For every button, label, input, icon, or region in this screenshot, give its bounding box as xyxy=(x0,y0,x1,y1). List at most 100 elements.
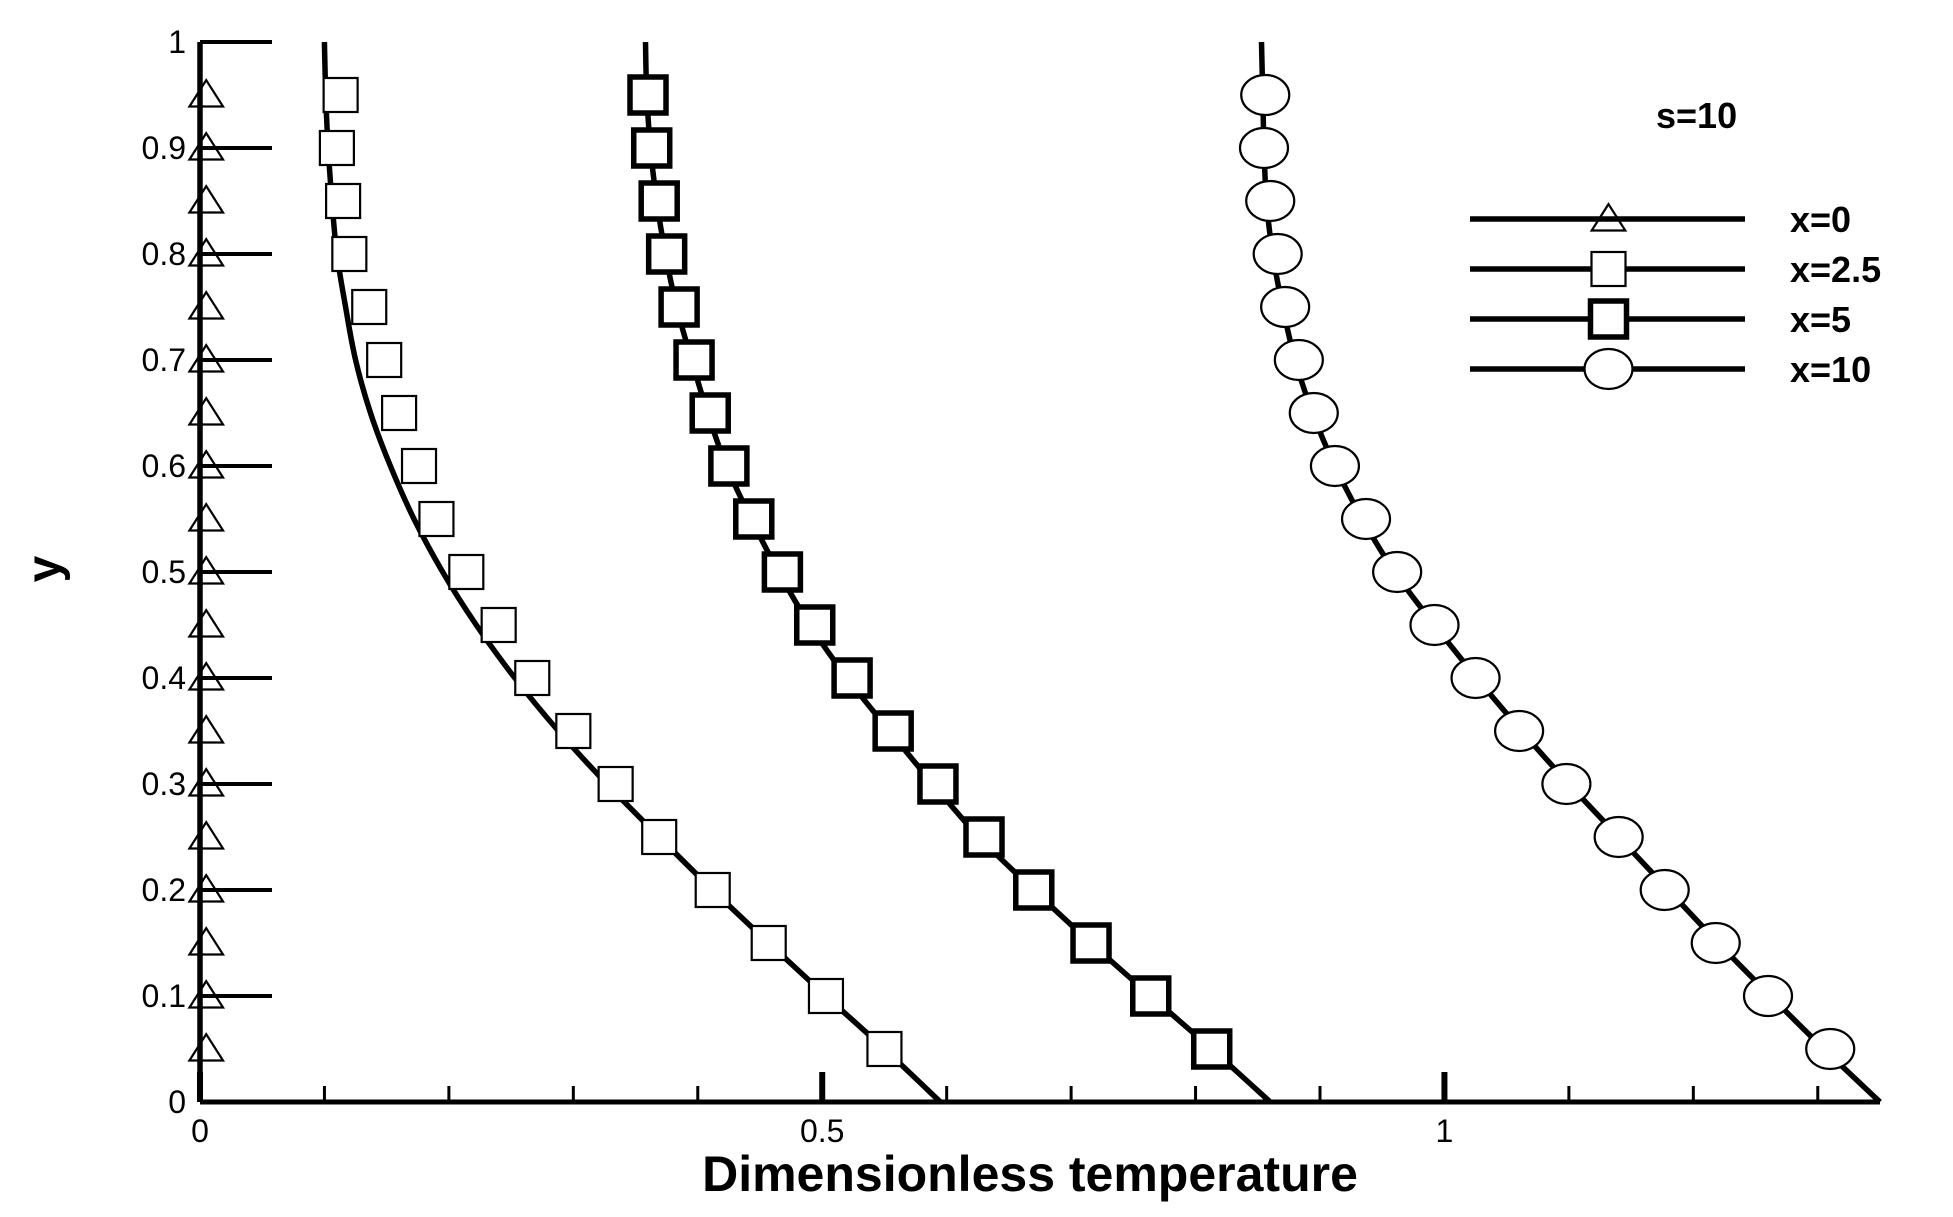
data-point xyxy=(597,765,634,803)
data-point xyxy=(514,659,551,697)
data-point xyxy=(658,286,700,328)
data-point xyxy=(1494,709,1545,753)
legend-marker xyxy=(1590,250,1627,288)
data-point xyxy=(1372,550,1423,594)
data-point xyxy=(1805,1027,1856,1071)
y-tick-label: 0.6 xyxy=(142,448,186,484)
data-point xyxy=(1013,869,1055,911)
y-tick-label: 0.7 xyxy=(142,342,186,378)
data-point xyxy=(708,445,750,487)
series-line xyxy=(1258,41,1882,1102)
y-tick-label: 0.9 xyxy=(142,130,186,166)
series-x-2-5 xyxy=(318,41,943,1102)
data-point xyxy=(1690,921,1741,965)
x-tick-label: 0.5 xyxy=(800,1113,844,1149)
series-line xyxy=(321,41,943,1102)
data-point xyxy=(187,1032,226,1062)
data-point xyxy=(641,818,678,856)
data-point xyxy=(1288,391,1339,435)
data-point xyxy=(187,820,226,850)
legend-label: x=5 xyxy=(1790,299,1851,340)
data-point xyxy=(627,74,669,116)
data-point xyxy=(750,924,787,962)
data-point xyxy=(1409,603,1460,647)
data-point xyxy=(187,78,226,108)
data-point xyxy=(1070,922,1112,964)
data-point xyxy=(866,1030,903,1068)
data-point xyxy=(187,290,226,320)
data-point xyxy=(831,657,873,699)
data-point xyxy=(1240,73,1291,117)
data-point xyxy=(1238,126,1290,170)
data-point xyxy=(322,76,359,114)
data-point xyxy=(187,608,226,638)
data-point xyxy=(1450,656,1501,700)
data-point xyxy=(448,553,485,591)
legend-marker xyxy=(1587,298,1630,340)
y-tick-label: 0.1 xyxy=(142,978,186,1014)
data-point xyxy=(917,763,959,805)
y-tick-label: 1 xyxy=(168,24,186,60)
legend-label: x=0 xyxy=(1790,199,1851,240)
y-tick-label: 0.5 xyxy=(142,554,186,590)
y-tick-label: 0 xyxy=(168,1084,186,1120)
data-point xyxy=(1252,232,1303,276)
data-point xyxy=(638,180,680,222)
series-x-5 xyxy=(627,41,1273,1102)
y-tick-label: 0.2 xyxy=(142,872,186,908)
legend-entry: x=0 xyxy=(1470,199,1851,240)
x-tick-label: 1 xyxy=(1436,1113,1454,1149)
plot-area xyxy=(187,41,1882,1102)
data-point xyxy=(1130,975,1172,1017)
data-point xyxy=(400,447,438,485)
legend: s=10 x=0 x=2.5 x=5 x=10 xyxy=(1470,95,1881,391)
legend-marker xyxy=(1589,202,1628,232)
data-point xyxy=(418,500,455,538)
x-tick-label: 0 xyxy=(191,1113,209,1149)
data-point xyxy=(187,926,226,956)
legend-title: s=10 xyxy=(1656,95,1737,136)
data-point xyxy=(555,712,592,750)
legend-entry: x=5 xyxy=(1470,298,1851,340)
y-axis-title: y xyxy=(18,555,71,582)
y-tick-label: 0.3 xyxy=(142,766,186,802)
data-point xyxy=(381,394,418,432)
data-point xyxy=(1541,762,1592,806)
legend-marker xyxy=(1583,347,1634,391)
data-point xyxy=(630,127,673,169)
data-point xyxy=(1593,815,1644,859)
series-line xyxy=(642,41,1273,1102)
data-point xyxy=(331,235,368,273)
data-point xyxy=(673,339,715,381)
data-point xyxy=(963,816,1005,858)
data-point xyxy=(187,184,226,214)
data-point xyxy=(761,551,804,593)
data-point xyxy=(1260,285,1311,329)
legend-label: x=2.5 xyxy=(1790,249,1881,290)
y-tick-label: 0.4 xyxy=(142,660,186,696)
legend-label: x=10 xyxy=(1790,349,1871,390)
data-point xyxy=(187,396,226,426)
data-point xyxy=(325,182,362,220)
data-point xyxy=(187,714,226,744)
data-point xyxy=(1340,497,1392,541)
data-point xyxy=(1190,1028,1233,1070)
data-point xyxy=(807,977,845,1015)
data-point xyxy=(351,288,388,326)
data-point xyxy=(794,604,836,646)
data-point xyxy=(1273,338,1324,382)
data-point xyxy=(1639,868,1690,912)
data-point xyxy=(187,502,226,532)
data-point xyxy=(366,341,403,379)
legend-entry: x=2.5 xyxy=(1470,249,1881,290)
axes: 0 0.5 1 0 0.1 0.2 0.3 0.4 0.5 0.6 0.7 0.8 0.9 1 xyxy=(142,24,1880,1149)
data-point xyxy=(1245,179,1296,223)
data-point xyxy=(689,392,731,434)
legend-entry: x=10 xyxy=(1470,347,1871,391)
data-point xyxy=(480,606,517,644)
data-point xyxy=(1309,444,1361,488)
y-tick-label: 0.8 xyxy=(142,236,186,272)
data-point xyxy=(872,710,914,752)
series-x-10 xyxy=(1238,41,1882,1102)
data-point xyxy=(694,871,731,909)
